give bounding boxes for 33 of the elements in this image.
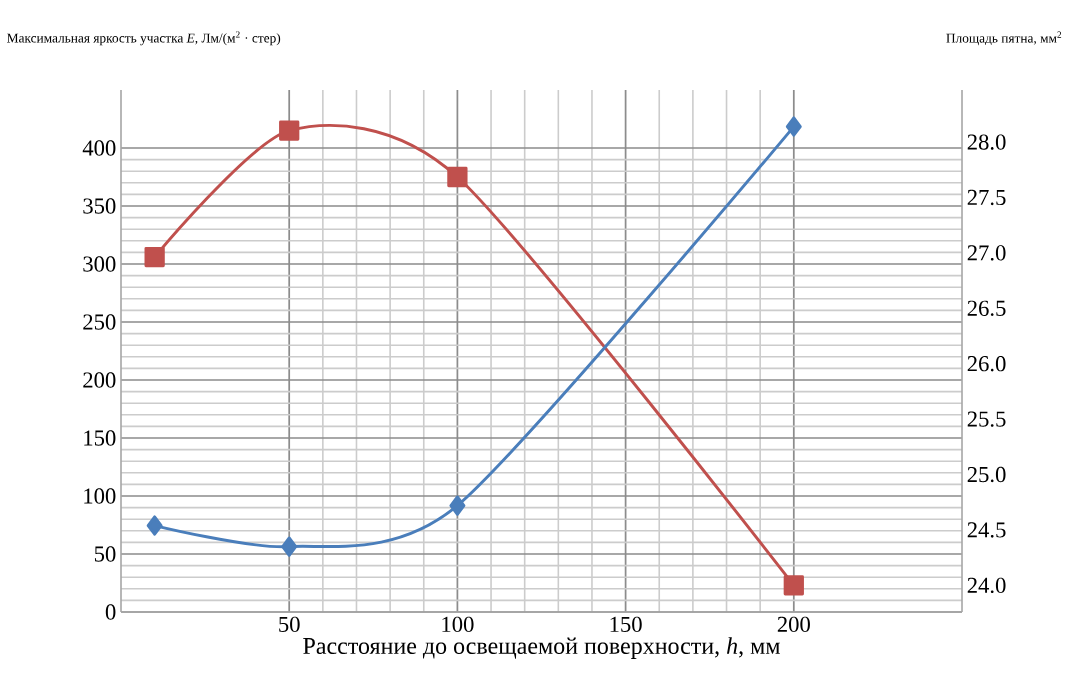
y-axis-title: Максимальная яркость участка E, Лм/(м$^{2}$ · стер) bbox=[7, 31, 281, 46]
point bbox=[783, 575, 804, 596]
y2-axis-title: Площадь пятна, мм$^{2}$ bbox=[946, 31, 1062, 46]
x-axis-title: Расстояние до освещаемой поверхности, h, мм bbox=[303, 637, 780, 659]
y-tick-label: 250 bbox=[83, 314, 116, 330]
x-tick-label: 150 bbox=[610, 616, 642, 633]
point bbox=[281, 536, 298, 557]
y2-tick-label: 26.5 bbox=[967, 300, 1006, 316]
y2-tick-label: 27.0 bbox=[967, 245, 1006, 261]
x-tick-label: 200 bbox=[777, 616, 810, 633]
y-tick-label: 300 bbox=[83, 256, 116, 272]
y2-tick-label: 25.5 bbox=[967, 411, 1006, 427]
point bbox=[449, 495, 466, 516]
y-tick-label: 100 bbox=[84, 488, 116, 504]
y-tick-label: 400 bbox=[82, 140, 116, 156]
y2-tick-label: 24.0 bbox=[967, 577, 1006, 594]
y-tick-label: 200 bbox=[83, 372, 116, 388]
y2-tick-label: 26.0 bbox=[967, 356, 1006, 372]
x-tick-label: 100 bbox=[442, 616, 474, 633]
y-tick-label: 150 bbox=[84, 430, 116, 446]
point bbox=[785, 116, 802, 137]
y2-tick-label: 28.0 bbox=[967, 134, 1006, 150]
y-tick-label: 350 bbox=[83, 198, 116, 214]
y-tick-label: 50 bbox=[94, 546, 116, 562]
point bbox=[146, 515, 163, 536]
y2-tick-label: 27.5 bbox=[967, 189, 1006, 206]
point bbox=[144, 246, 165, 268]
point bbox=[447, 166, 468, 188]
y-tick-label: 0 bbox=[105, 604, 116, 620]
y2-tick-label: 25.0 bbox=[967, 466, 1006, 483]
x-tick-label: 50 bbox=[279, 616, 300, 633]
point bbox=[279, 120, 300, 141]
y2-tick-label: 24.5 bbox=[967, 522, 1006, 538]
